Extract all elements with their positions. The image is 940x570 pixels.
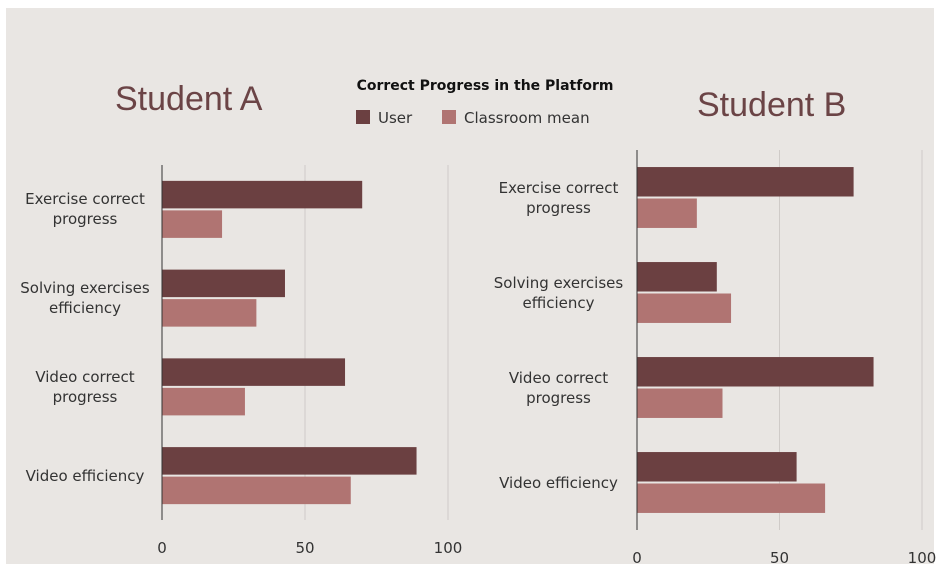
legend-swatch: [356, 110, 370, 124]
x-tick-label: 0: [157, 539, 167, 557]
legend-swatch: [442, 110, 456, 124]
y-tick-label: Video correct progress: [508, 368, 609, 407]
x-tick-label: 50: [770, 549, 789, 567]
y-tick-label: Video efficiency: [499, 473, 618, 492]
bar: [637, 262, 717, 292]
bar: [162, 180, 363, 209]
shared-title: Correct Progress in the Platform: [357, 78, 614, 94]
y-tick-label: Solving exercises efficiency: [20, 279, 150, 318]
bar: [637, 452, 797, 482]
bar: [162, 387, 245, 416]
bar: [637, 388, 723, 418]
bar: [637, 293, 732, 323]
bar: [162, 358, 346, 386]
bar: [162, 299, 257, 327]
chart-title: Student B: [697, 86, 847, 124]
bar: [637, 357, 874, 387]
x-tick-label: 100: [908, 549, 937, 567]
bar: [162, 476, 351, 505]
bar: [162, 269, 285, 298]
bar: [162, 210, 223, 238]
chart-title: Student A: [115, 80, 263, 118]
y-tick-label: Solving exercises efficiency: [493, 273, 624, 312]
legend-label: Classroom mean: [464, 109, 590, 127]
y-tick-label: Exercise correct progress: [25, 190, 145, 229]
bar: [637, 483, 826, 513]
bar: [637, 167, 854, 197]
legend-label: User: [378, 109, 413, 127]
y-tick-label: Video efficiency: [25, 466, 145, 485]
x-tick-label: 100: [434, 539, 463, 557]
bar: [637, 198, 697, 228]
y-tick-label: Exercise correct progress: [498, 178, 619, 217]
y-tick-label: Video correct progress: [35, 367, 135, 406]
x-tick-label: 50: [295, 539, 314, 557]
bar: [162, 447, 417, 475]
x-tick-label: 0: [632, 549, 642, 567]
